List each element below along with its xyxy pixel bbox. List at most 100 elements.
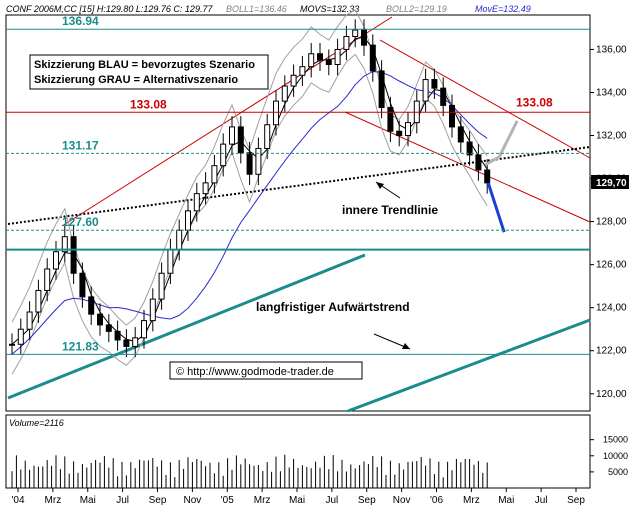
candle-body (158, 272, 165, 300)
x-tick-label: '05 (221, 495, 234, 506)
volume-layer (11, 454, 488, 488)
main-plot-frame (5, 14, 591, 412)
x-tick-label: Jul (116, 495, 129, 506)
copyright-box (169, 361, 363, 380)
x-tick-label: '06 (430, 495, 443, 506)
copyright-text: © http://www.godmode-trader.de (176, 366, 334, 378)
candle-body (255, 147, 262, 175)
y-tick-label: 128,00 (596, 217, 627, 228)
alternative-scenario-arrow (484, 120, 519, 167)
inner-trendline-arrowhead (376, 182, 384, 189)
candle-body (334, 48, 341, 66)
level-label: 136.94 (62, 14, 99, 28)
candle-body (475, 154, 482, 171)
candle-body (26, 311, 33, 330)
y-tick-label: 124,00 (596, 303, 627, 314)
uptrend-channel-upper (7, 253, 366, 400)
level-label-right: 133.08 (516, 95, 553, 109)
level-label: 127.60 (62, 215, 99, 229)
long-term-trend-arrowhead (402, 343, 410, 349)
candle-body (220, 143, 227, 167)
x-axis: '04 Mrz Mai Jul Sep Nov '05 Mrz Mai Jul Sep Nov '06 M… (11, 488, 585, 506)
y-tick-label: 134,00 (596, 87, 627, 98)
levels-layer: 136.94 133.08 133.08 131.17 127.60 121.83 (6, 14, 590, 355)
legend-line-grey: Skizzierung GRAU = Alternativszenario (34, 74, 238, 86)
candle-body (229, 126, 235, 145)
candle-body (132, 337, 139, 347)
y-axis: 120,00122,00124,00126,00128,00130,00132,… (590, 44, 627, 400)
x-tick-label: Mai (80, 495, 96, 506)
candle-body (35, 289, 42, 313)
preferred-scenario-arrow (486, 182, 506, 233)
candle-body (149, 298, 156, 322)
legend-line-blue: Skizzierung BLAU = bevorzugtes Szenario (34, 59, 255, 71)
volume-tick-label: 5000 (608, 467, 628, 477)
header-boll1: BOLL1=136.46 (226, 4, 287, 14)
candle-body (308, 53, 315, 68)
candle-body (343, 36, 350, 50)
candle-body (61, 236, 68, 253)
falling-channel-upper (379, 39, 591, 159)
candle-body (387, 107, 394, 132)
candle-body (281, 85, 288, 102)
volume-label: Volume=2116 (9, 418, 64, 428)
x-tick-label: Nov (393, 495, 411, 506)
candle-body (378, 70, 385, 109)
candle-body (97, 313, 103, 326)
candle-body (44, 268, 51, 291)
candle-body (246, 152, 253, 175)
candle-body (53, 251, 59, 270)
candle-body (176, 229, 183, 251)
x-tick-label: Sep (358, 495, 376, 506)
candle-body (237, 126, 244, 154)
candle-body (141, 320, 147, 339)
level-label: 121.83 (62, 339, 99, 353)
candle-body (167, 249, 174, 274)
candle-body (264, 124, 271, 149)
x-tick-label: Sep (567, 495, 585, 506)
candle-body (114, 330, 121, 341)
candle-body (290, 74, 297, 87)
x-tick-label: Mai (498, 495, 514, 506)
volume-tick-label: 10000 (603, 451, 628, 461)
y-tick-label: 120,00 (596, 389, 627, 400)
candle-body (9, 343, 15, 346)
falling-channel-lower (344, 111, 591, 223)
candle-body (17, 328, 24, 345)
candle-body (273, 100, 279, 126)
header-move: MovE=132.49 (475, 4, 531, 14)
header-movs: MOVS=132.33 (300, 4, 359, 14)
candle-body (317, 53, 323, 61)
candle-body (369, 44, 376, 72)
candle-body (449, 104, 455, 128)
current-price-marker (591, 175, 629, 189)
candle-body (431, 79, 438, 89)
level-label: 133.08 (130, 97, 167, 111)
candle-body (440, 87, 447, 106)
candle-body (299, 66, 306, 76)
header-symbol-info: CONF 2006M,CC [15] H:129.80 L:129.76 C: … (6, 4, 213, 14)
candle-body (70, 236, 77, 274)
inner-trendline-label: innere Trendlinie (342, 203, 438, 217)
uptrend-channel-lower (347, 318, 591, 413)
x-tick-label: Jul (325, 495, 338, 506)
candle-body (361, 29, 367, 46)
long-term-trend-label: langfristiger Aufwärtstrend (256, 300, 410, 314)
candle-body (484, 169, 491, 184)
candle-body (352, 29, 359, 38)
header-boll2: BOLL2=129.19 (386, 4, 447, 14)
x-tick-label: Sep (149, 495, 167, 506)
y-tick-label: 122,00 (596, 346, 627, 357)
y-tick-label: 132,00 (596, 131, 627, 142)
candle-body (405, 122, 411, 137)
x-tick-label: '04 (11, 495, 24, 506)
candle-body (193, 193, 200, 212)
candle-body (466, 141, 473, 156)
x-tick-label: Mrz (254, 495, 271, 506)
y-tick-label: 126,00 (596, 260, 627, 271)
x-tick-label: Jul (535, 495, 548, 506)
x-tick-label: Mrz (45, 495, 62, 506)
candle-body (422, 79, 429, 102)
candle-body (457, 126, 464, 143)
